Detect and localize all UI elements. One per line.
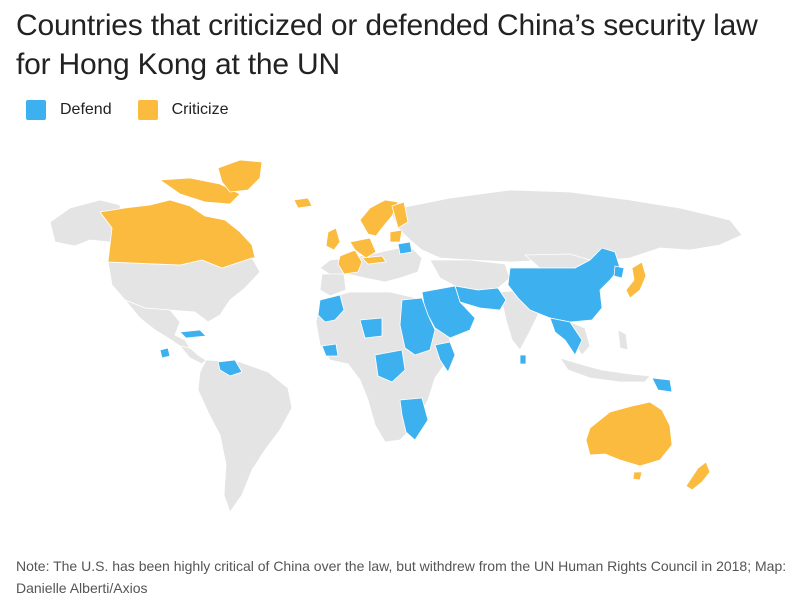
region-papua-new-guinea <box>651 377 673 393</box>
region-laos-cambodia-myanmar <box>549 317 583 356</box>
region-iberia <box>319 273 347 297</box>
legend-item-defend: Defend <box>26 100 112 120</box>
region-east-africa <box>399 397 429 441</box>
defend-swatch <box>26 100 46 120</box>
region-mexico <box>124 299 191 349</box>
legend: Defend Criticize <box>26 100 254 120</box>
region-japan <box>625 261 647 299</box>
region-indonesia <box>559 357 651 383</box>
region-switzerland-austria <box>361 255 387 265</box>
region-south-america <box>197 359 293 513</box>
region-benelux-germany <box>349 237 377 259</box>
region-central-america <box>179 345 207 365</box>
region-cuba <box>179 329 207 339</box>
map-title: Countries that criticized or defended Ch… <box>16 9 758 81</box>
region-philippines <box>617 329 629 351</box>
legend-item-criticize: Criticize <box>137 100 229 120</box>
region-china <box>507 247 621 323</box>
region-russia <box>389 189 743 263</box>
region-baltics <box>389 229 403 243</box>
region-iceland <box>293 197 313 209</box>
region-finland <box>391 201 409 229</box>
region-west-africa-coast <box>321 343 339 357</box>
region-belarus <box>397 241 413 255</box>
world-map <box>49 159 743 513</box>
region-north-korea <box>613 265 625 279</box>
footnote: Note: The U.S. has been highly critical … <box>16 558 787 596</box>
region-pakistan-iran <box>454 285 507 311</box>
criticize-countries <box>99 159 711 491</box>
region-tasmania <box>632 471 643 481</box>
region-australia <box>585 401 673 467</box>
region-sri-lanka <box>519 354 527 365</box>
region-central-asia <box>429 259 511 291</box>
legend-label-criticize: Criticize <box>171 101 229 118</box>
region-new-zealand <box>685 461 711 491</box>
defend-countries <box>159 241 673 441</box>
region-scandinavia <box>359 199 399 237</box>
region-canada <box>99 199 256 269</box>
region-egypt-sudan <box>399 297 436 356</box>
region-horn-of-africa <box>434 341 456 373</box>
legend-label-defend: Defend <box>60 101 112 118</box>
criticize-swatch <box>137 100 158 120</box>
region-uk-ireland <box>325 227 341 251</box>
region-usa <box>107 257 261 323</box>
region-morocco-mauritania <box>317 294 345 323</box>
region-venezuela-suriname <box>217 359 243 377</box>
region-central-africa <box>374 349 406 383</box>
region-greenland <box>217 159 263 193</box>
region-canada-islands <box>159 177 241 205</box>
region-france <box>337 249 363 275</box>
region-niger <box>359 317 383 339</box>
region-nicaragua <box>159 347 171 359</box>
